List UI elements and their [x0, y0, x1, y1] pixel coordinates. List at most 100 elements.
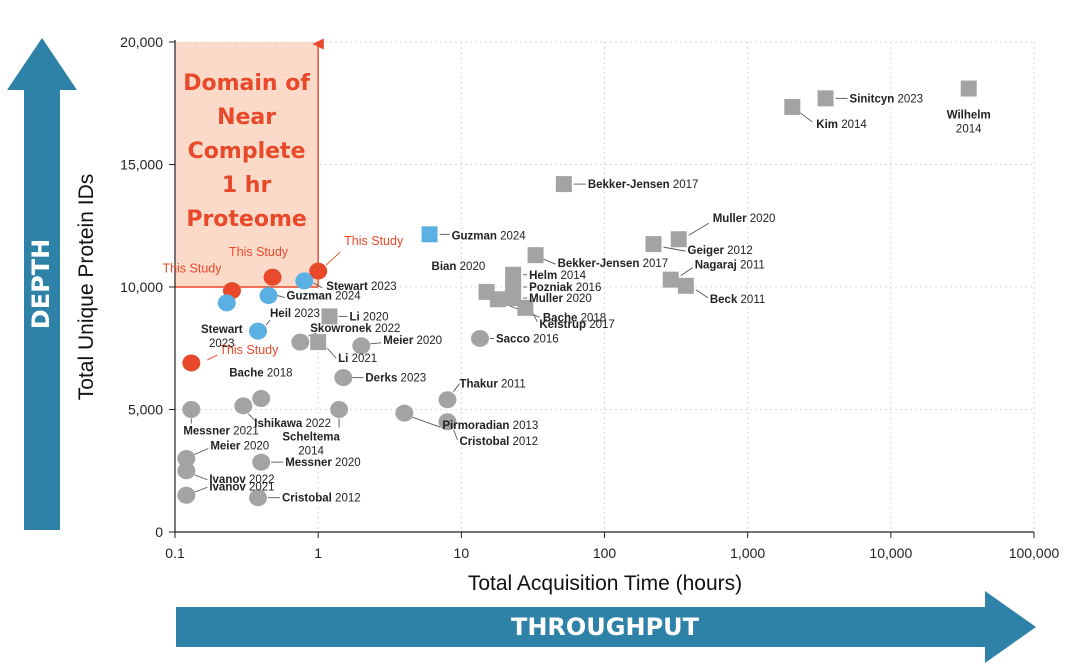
point-label-year: 2024: [500, 230, 526, 242]
point-label: Kim 2014: [816, 119, 867, 131]
point-label-year: 2011: [501, 379, 526, 391]
point-label: Skowronek 2022: [310, 323, 400, 335]
point-label-name: Guzman: [287, 291, 336, 303]
point-label-year: 2012: [335, 493, 361, 505]
this-study-label: This Study: [219, 343, 279, 357]
leader-line: [543, 258, 556, 265]
point-label-name: Bian: [432, 261, 460, 273]
data-point-square: [662, 271, 679, 288]
data-point-square: [645, 236, 662, 253]
point-label-year: 2020: [417, 335, 443, 347]
data-point-square: [960, 80, 977, 97]
point-label-year: 2024: [335, 291, 361, 303]
point-label-year: 2022: [305, 418, 331, 430]
depth-arrow-shape: [7, 38, 77, 530]
throughput-arrow-label: THROUGHPUT: [511, 613, 700, 641]
point-label-name: Ivanov: [209, 474, 249, 486]
y-tick-label: 10,000: [120, 279, 163, 295]
point-label: Guzman 2024: [287, 291, 362, 303]
point-label-name: Cristobal: [459, 436, 512, 448]
data-point-square: [517, 299, 534, 316]
point-label-name: Wilhelm: [947, 110, 991, 122]
leader-line: [207, 354, 218, 361]
data-point-circle: [470, 329, 489, 347]
point-label-year: 2018: [581, 312, 607, 324]
depth-arrow-label: DEPTH: [27, 239, 55, 329]
point-label-year: 2016: [576, 282, 602, 294]
data-point-square: [677, 277, 694, 294]
this-study-label: This Study: [229, 245, 289, 259]
leader-line: [695, 289, 709, 299]
point-label-year: 2021: [233, 426, 259, 438]
point-label-name: Muller: [529, 293, 566, 305]
data-point-circle: [252, 389, 271, 407]
point-label: Bache 2018: [543, 312, 606, 324]
leader-line: [277, 295, 285, 299]
point-label-year: 2021: [352, 353, 378, 365]
data-point-square: [489, 291, 506, 308]
point-label-name: Sinitcyn: [850, 93, 898, 105]
point-label-name: Scheltema: [282, 432, 340, 444]
point-label-name: Helm: [529, 270, 560, 282]
point-label-year: 2020: [335, 457, 361, 469]
domain-box-text-line: Near: [217, 105, 276, 130]
point-label-year: 2014: [841, 119, 867, 131]
point-label: Meier 2020: [210, 441, 269, 453]
leader-line: [370, 342, 382, 345]
point-label-year: 2011: [740, 260, 765, 272]
data-point-circle: [438, 413, 457, 431]
point-label-year: 2011: [741, 294, 766, 306]
data-point-circle: [249, 322, 268, 340]
point-label-year: 2014: [956, 124, 982, 136]
leader-line: [800, 112, 813, 123]
leader-line: [194, 448, 209, 455]
point-label: Bian 2020: [432, 261, 486, 273]
data-point-circle: [295, 272, 314, 290]
point-label: Bekker-Jensen 2017: [558, 258, 669, 270]
data-point-square: [784, 98, 801, 115]
point-label-year: 2023: [401, 373, 427, 385]
point-label-year: 2020: [460, 261, 486, 273]
domain-box-text-line: Proteome: [186, 207, 306, 232]
y-tick-label: 15,000: [120, 157, 163, 173]
domain-box-text-line: Complete: [188, 139, 306, 164]
depth-arrow: DEPTH: [7, 38, 77, 530]
leader-line: [453, 383, 460, 392]
point-label: Li 2020: [350, 311, 389, 323]
x-tick-label: 100: [593, 545, 617, 561]
y-axis-title: Total Unique Protein IDs: [75, 174, 98, 400]
point-label-name: Beck: [710, 294, 741, 306]
point-label-year: 2013: [513, 420, 539, 432]
point-label: Bekker-Jensen 2017: [588, 179, 699, 191]
point-label: Stewart 2023: [326, 281, 396, 293]
point-label-year: 2014: [298, 446, 324, 458]
point-label: Li 2021: [338, 353, 377, 365]
data-point-circle: [259, 287, 278, 305]
point-label: Helm 2014: [529, 270, 587, 282]
point-label-name: Ivanov: [209, 481, 249, 493]
point-label-name: Derks: [365, 373, 400, 385]
point-label: Meier 2020: [383, 335, 442, 347]
point-label-name: Nagaraj: [695, 260, 740, 272]
point-label: Geiger 2012: [688, 245, 753, 257]
point-label-year: 2016: [533, 333, 559, 345]
point-label-name: Bekker-Jensen: [558, 258, 643, 270]
data-point-circle: [234, 397, 253, 415]
point-label-name: Muller: [713, 213, 750, 225]
point-label-year: 2021: [249, 481, 275, 493]
point-label: Sacco 2016: [496, 333, 559, 345]
leader-line: [412, 416, 441, 428]
point-label-year: 2018: [267, 367, 293, 379]
point-label: Ishikawa 2022: [254, 418, 331, 430]
point-label: Muller 2020: [713, 213, 776, 225]
data-point-square: [817, 90, 834, 107]
point-label-name: Cristobal: [282, 493, 335, 505]
point-label-name: Ishikawa: [254, 418, 305, 430]
point-label: Ivanov 2021: [209, 481, 274, 493]
x-tick-label: 10: [454, 545, 470, 561]
point-label-name: Bache: [229, 367, 267, 379]
this-study-label: This Study: [162, 262, 222, 276]
domain-box: Domain of Near Complete 1 hr Proteome: [175, 38, 324, 288]
point-label-year: 2020: [244, 441, 270, 453]
